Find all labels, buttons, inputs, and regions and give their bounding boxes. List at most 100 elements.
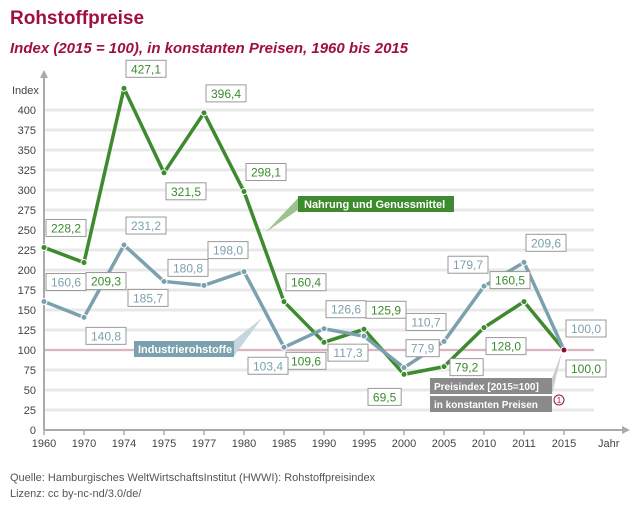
data-label: 128,0	[491, 340, 521, 354]
data-label: 79,2	[455, 361, 479, 375]
data-label-box	[565, 359, 607, 378]
data-label: 109,6	[291, 354, 321, 368]
y-tick-label: 0	[30, 425, 36, 437]
data-label-box	[125, 59, 167, 78]
page-subtitle: Index (2015 = 100), in konstanten Preise…	[10, 40, 409, 57]
data-label: 396,4	[211, 87, 241, 101]
y-tick-label: 175	[18, 285, 36, 297]
data-point	[560, 346, 568, 354]
x-tick-label: 1995	[352, 438, 376, 450]
data-label: 209,6	[531, 236, 561, 250]
data-point	[160, 169, 168, 177]
x-tick-label: 2000	[392, 438, 416, 450]
data-point	[400, 370, 408, 378]
x-tick-label: 2005	[432, 438, 456, 450]
data-label-box	[449, 358, 484, 377]
data-label-box	[45, 273, 87, 292]
data-label: 125,9	[371, 303, 401, 317]
annotation-line-2: in konstanten Preisen	[434, 400, 538, 411]
data-label-box	[325, 300, 367, 319]
data-point	[280, 343, 288, 351]
data-point	[520, 298, 528, 306]
x-axis-label: Jahr	[598, 438, 620, 450]
data-point	[120, 84, 128, 92]
data-point	[280, 298, 288, 306]
data-label-box	[485, 337, 527, 356]
y-tick-label: 375	[18, 125, 36, 137]
data-label-box	[125, 216, 167, 235]
data-point	[440, 363, 448, 371]
data-label: 69,5	[373, 390, 397, 404]
x-axis-arrow	[622, 426, 630, 434]
data-point	[80, 259, 88, 267]
x-tick-label: 1985	[272, 438, 296, 450]
data-label-box	[565, 319, 607, 338]
x-tick-label: 1974	[112, 438, 136, 450]
y-tick-label: 125	[18, 325, 36, 337]
data-label: 228,2	[51, 221, 81, 235]
x-tick-label: 2010	[472, 438, 496, 450]
y-tick-label: 300	[18, 185, 36, 197]
x-tick-label: 2015	[552, 438, 576, 450]
data-label: 103,4	[253, 359, 283, 373]
data-point	[320, 338, 328, 346]
y-tick-label: 25	[24, 405, 36, 417]
data-point	[240, 268, 248, 276]
x-tick-label: 2011	[512, 438, 536, 450]
data-point	[480, 282, 488, 290]
data-label: 180,8	[173, 261, 203, 275]
data-label: 209,3	[91, 275, 121, 289]
data-label-box	[405, 339, 440, 358]
data-point	[80, 313, 88, 321]
y-tick-label: 75	[24, 365, 36, 377]
data-point	[360, 325, 368, 333]
y-tick-label: 50	[24, 385, 36, 397]
x-tick-label: 1977	[192, 438, 216, 450]
data-label-box	[85, 326, 127, 345]
data-point	[120, 241, 128, 249]
data-point	[200, 109, 208, 117]
footnote-marker	[553, 394, 565, 406]
data-label: 160,6	[51, 276, 81, 290]
x-tick-label: 1990	[312, 438, 336, 450]
license-note: Lizenz: cc by-nc-nd/3.0/de/	[10, 488, 142, 500]
data-label: 160,5	[495, 274, 525, 288]
data-label: 427,1	[131, 62, 161, 76]
y-tick-label: 200	[18, 265, 36, 277]
data-point	[160, 277, 168, 285]
y-axis-arrow	[40, 70, 48, 78]
data-label: 110,7	[411, 315, 440, 329]
legend-nahrung	[298, 196, 454, 212]
data-label-box	[245, 163, 287, 182]
annotation-line-1: Preisindex [2015=100]	[434, 382, 539, 393]
source-note: Quelle: Hamburgisches WeltWirtschaftsIns…	[10, 472, 376, 484]
y-axis-label: Index	[12, 85, 39, 97]
data-label: 231,2	[131, 219, 161, 233]
y-tick-label: 275	[18, 205, 36, 217]
x-tick-label: 1970	[72, 438, 96, 450]
data-label-box	[447, 255, 489, 274]
y-tick-label: 150	[18, 305, 36, 317]
data-label: 298,1	[251, 166, 281, 180]
data-label-box	[205, 84, 247, 103]
x-tick-label: 1975	[152, 438, 176, 450]
data-point	[360, 332, 368, 340]
data-point	[440, 337, 448, 345]
data-label-box	[327, 343, 369, 362]
series-line-nahrung	[43, 86, 566, 377]
data-label: 160,4	[291, 276, 321, 290]
data-label-box	[367, 387, 402, 406]
data-label: 100,0	[571, 362, 601, 376]
x-tick-label: 1960	[32, 438, 56, 450]
data-label: 140,8	[91, 329, 121, 343]
data-label-box	[45, 218, 87, 237]
data-label-box	[165, 182, 207, 201]
data-point	[240, 188, 248, 196]
y-tick-label: 250	[18, 225, 36, 237]
data-label: 198,0	[213, 244, 243, 258]
data-label: 117,3	[333, 346, 362, 360]
data-label-box	[207, 241, 249, 260]
y-tick-label: 350	[18, 145, 36, 157]
legend-label-nahrung: Nahrung und Genussmittel	[304, 199, 445, 211]
